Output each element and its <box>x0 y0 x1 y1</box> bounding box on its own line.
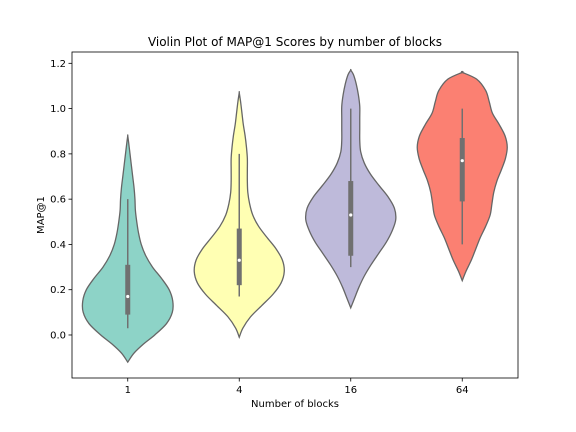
median-marker-1 <box>126 294 130 299</box>
iqr-box-1 <box>125 264 131 315</box>
median-marker-4 <box>237 258 241 262</box>
plot-area-frame <box>71 51 519 379</box>
y-tick-label: 0.6 <box>50 195 66 206</box>
chart-title: Violin Plot of MAP@1 Scores by number of… <box>148 35 442 49</box>
y-tick-label: 1.2 <box>50 59 66 70</box>
x-axis: 1 4 16 64 <box>125 378 469 396</box>
y-tick-label: 0.8 <box>50 149 66 160</box>
y-tick-label: 0.0 <box>50 330 66 341</box>
median-marker-16 <box>349 213 353 217</box>
x-axis-label: Number of blocks <box>251 399 339 410</box>
x-tick-label: 1 <box>125 385 131 396</box>
x-tick-label: 64 <box>456 385 469 396</box>
y-tick-label: 0.4 <box>50 240 66 251</box>
y-axis: 0.0 0.2 0.4 0.6 0.8 1.0 1.2 <box>50 59 72 341</box>
x-tick-label: 4 <box>236 385 242 396</box>
iqr-box-4 <box>236 228 242 286</box>
x-tick-label: 16 <box>344 385 357 396</box>
iqr-box-16 <box>348 181 354 256</box>
y-axis-label: MAP@1 <box>36 196 47 234</box>
y-tick-label: 1.0 <box>50 104 66 115</box>
y-tick-label: 0.2 <box>50 285 66 296</box>
median-marker-64 <box>460 159 464 163</box>
iqr-box-64 <box>459 138 465 202</box>
boxes-layer <box>125 108 465 329</box>
